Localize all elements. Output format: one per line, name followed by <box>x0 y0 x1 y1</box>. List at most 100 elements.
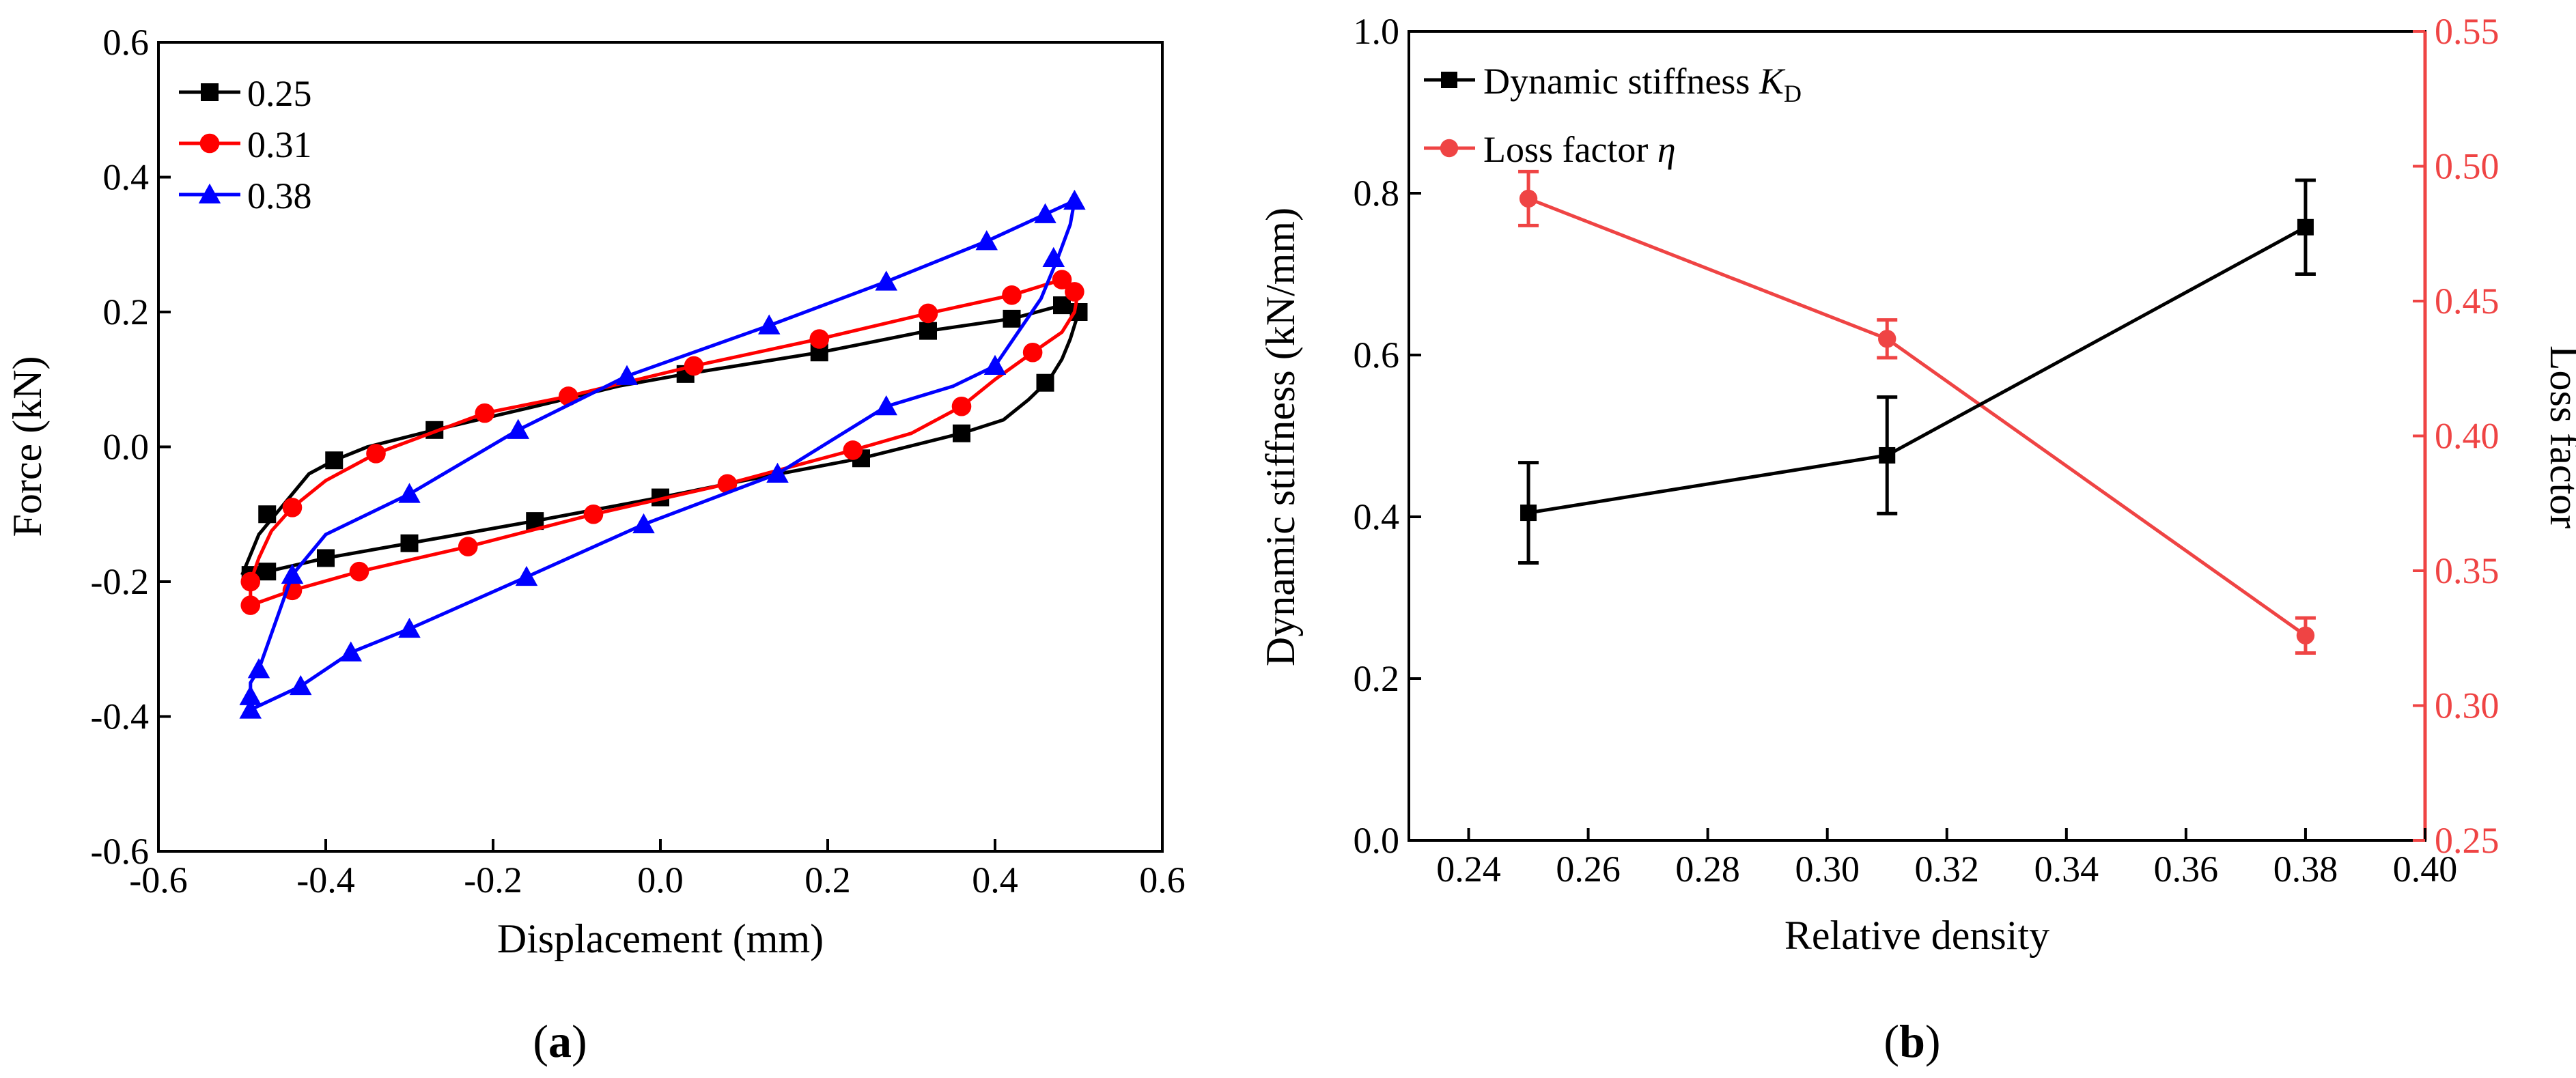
chart-b-left-y-tick-label: 0.8 <box>1354 173 1400 214</box>
data-point-0.25 <box>1053 296 1071 315</box>
chart-a: -0.6 -0.4 -0.2 0.0 0.2 0.4 0.6 -0.6 -0.4 -0.2 0.0 0… <box>5 22 1186 1067</box>
data-point-0.25 <box>1036 373 1054 392</box>
data-point-0.25 <box>317 549 335 567</box>
chart-b-left-y-tick-label: 0.6 <box>1354 335 1400 375</box>
data-point-0.38 <box>875 270 897 291</box>
legend-label-0.31: 0.31 <box>247 124 312 165</box>
series-loss-factor <box>1518 169 2316 655</box>
legend-marker-stiffness <box>1441 72 1457 88</box>
data-point-0.31 <box>717 474 738 494</box>
data-point-0.38 <box>239 685 262 705</box>
chart-b: 0.24 0.26 0.28 0.30 0.32 0.34 0.36 0.38 0.40 0.0 0… <box>1258 11 2576 1067</box>
data-point-0.38 <box>975 230 998 251</box>
chart-a-x-tick-label: 0.2 <box>804 860 851 900</box>
data-point-0.31 <box>918 303 938 324</box>
data-point-0.38 <box>1042 246 1065 267</box>
chart-a-x-tick-label: -0.2 <box>464 860 522 900</box>
chart-a-y-tick-label: 0.0 <box>103 427 150 468</box>
data-point-0.38 <box>281 563 304 584</box>
chart-a-y-tick-label: 0.6 <box>103 22 150 63</box>
chart-b-right-y-tick-label: 0.55 <box>2435 11 2500 52</box>
chart-b-x-tick-label: 0.36 <box>2154 849 2219 890</box>
data-point-0.25 <box>953 424 970 442</box>
chart-b-left-y-tick-label: 0.2 <box>1354 658 1400 699</box>
series-line-0.38 <box>249 199 1076 711</box>
chart-b-x-tick-label: 0.32 <box>1915 849 1980 890</box>
legend-marker-0.38 <box>198 183 221 203</box>
chart-a-y-tick-label: -0.6 <box>91 831 149 872</box>
chart-a-x-tick-label: 0.4 <box>972 860 1018 900</box>
data-point-0.38 <box>515 565 538 586</box>
chart-a-x-tick-label: -0.4 <box>296 860 354 900</box>
chart-b-legend: Dynamic stiffness KD Loss factor η <box>1424 61 1802 170</box>
chart-b-right-y-tick-label: 0.40 <box>2435 416 2500 457</box>
data-point-0.31 <box>1065 282 1084 302</box>
data-point-0.25 <box>919 322 937 340</box>
chart-a-y-tick-label: -0.4 <box>91 696 149 737</box>
data-point-0.31 <box>282 498 303 517</box>
data-point-0.31 <box>475 403 495 423</box>
data-point-0.31 <box>1022 342 1043 363</box>
legend-marker-loss-factor <box>1440 139 1459 158</box>
data-point-0.25 <box>325 451 344 470</box>
data-point-0.31 <box>583 504 604 524</box>
data-point-0.38 <box>507 419 529 439</box>
data-point-0.38 <box>247 658 270 679</box>
data-point-stiffness <box>1879 446 1896 464</box>
chart-a-x-tick-label: -0.6 <box>129 860 187 900</box>
data-point-0.31 <box>951 396 972 416</box>
chart-b-right-y-tick-label: 0.45 <box>2435 281 2500 322</box>
data-point-0.31 <box>366 444 386 464</box>
chart-b-x-tick-label: 0.34 <box>2034 849 2099 890</box>
legend-marker-0.31 <box>199 133 220 154</box>
data-point-0.38 <box>758 314 781 335</box>
chart-b-left-y-axis-label: Dynamic stiffness (kN/mm) <box>1258 208 1303 666</box>
chart-b-x-axis-label: Relative density <box>1784 913 2049 958</box>
data-point-0.31 <box>1002 285 1022 305</box>
data-point-0.31 <box>240 571 261 592</box>
chart-b-right-y-axis-label: Loss factor <box>2542 345 2576 528</box>
data-point-0.38 <box>983 354 1007 375</box>
series-stiffness <box>1518 178 2316 565</box>
chart-a-y-tick-label: -0.2 <box>91 561 149 602</box>
data-point-0.38 <box>632 513 655 534</box>
chart-a-y-tick-label: 0.4 <box>103 157 150 198</box>
chart-b-x-tick-label: 0.24 <box>1436 849 1501 890</box>
legend-label-0.25: 0.25 <box>247 73 312 114</box>
data-point-loss-factor <box>1519 189 1538 208</box>
data-point-0.38 <box>1063 189 1086 210</box>
data-point-0.31 <box>809 329 830 349</box>
legend-label-loss-factor: Loss factor η <box>1483 129 1676 170</box>
data-point-0.38 <box>1034 203 1056 223</box>
data-point-0.31 <box>843 440 863 460</box>
chart-a-x-tick-label: 0.6 <box>1139 860 1186 900</box>
data-point-0.31 <box>684 356 704 376</box>
data-point-stiffness <box>2297 218 2314 236</box>
data-point-0.31 <box>240 595 261 615</box>
data-point-0.31 <box>458 537 478 556</box>
data-point-0.38 <box>875 395 897 416</box>
data-point-loss-factor <box>1878 330 1896 348</box>
data-point-loss-factor <box>2296 626 2315 644</box>
data-point-0.25 <box>400 534 419 552</box>
chart-a-y-tick-label: 0.2 <box>103 292 150 332</box>
chart-a-x-tick-label: 0.0 <box>637 860 684 900</box>
chart-b-x-tick-label: 0.26 <box>1556 849 1621 890</box>
chart-b-panel-label: (b) <box>1884 1015 1940 1067</box>
legend-label-stiffness: Dynamic stiffness KD <box>1483 61 1802 107</box>
chart-a-y-axis-label: Force (kN) <box>5 356 50 537</box>
chart-b-left-y-tick-label: 0.4 <box>1354 496 1400 537</box>
chart-a-legend: 0.25 0.31 0.38 <box>179 73 312 216</box>
chart-b-right-y-tick-label: 0.25 <box>2435 820 2500 861</box>
data-point-0.25 <box>1003 309 1021 328</box>
data-point-0.38 <box>239 698 262 719</box>
data-point-0.25 <box>258 505 277 524</box>
chart-b-right-y-tick-label: 0.30 <box>2435 685 2500 726</box>
data-point-0.38 <box>766 462 789 483</box>
legend-marker-0.25 <box>201 83 219 101</box>
data-point-0.25 <box>258 563 277 581</box>
chart-b-left-y-tick-label: 1.0 <box>1354 11 1400 52</box>
data-point-0.38 <box>398 617 421 638</box>
chart-b-right-y-tick-label: 0.50 <box>2435 146 2500 187</box>
